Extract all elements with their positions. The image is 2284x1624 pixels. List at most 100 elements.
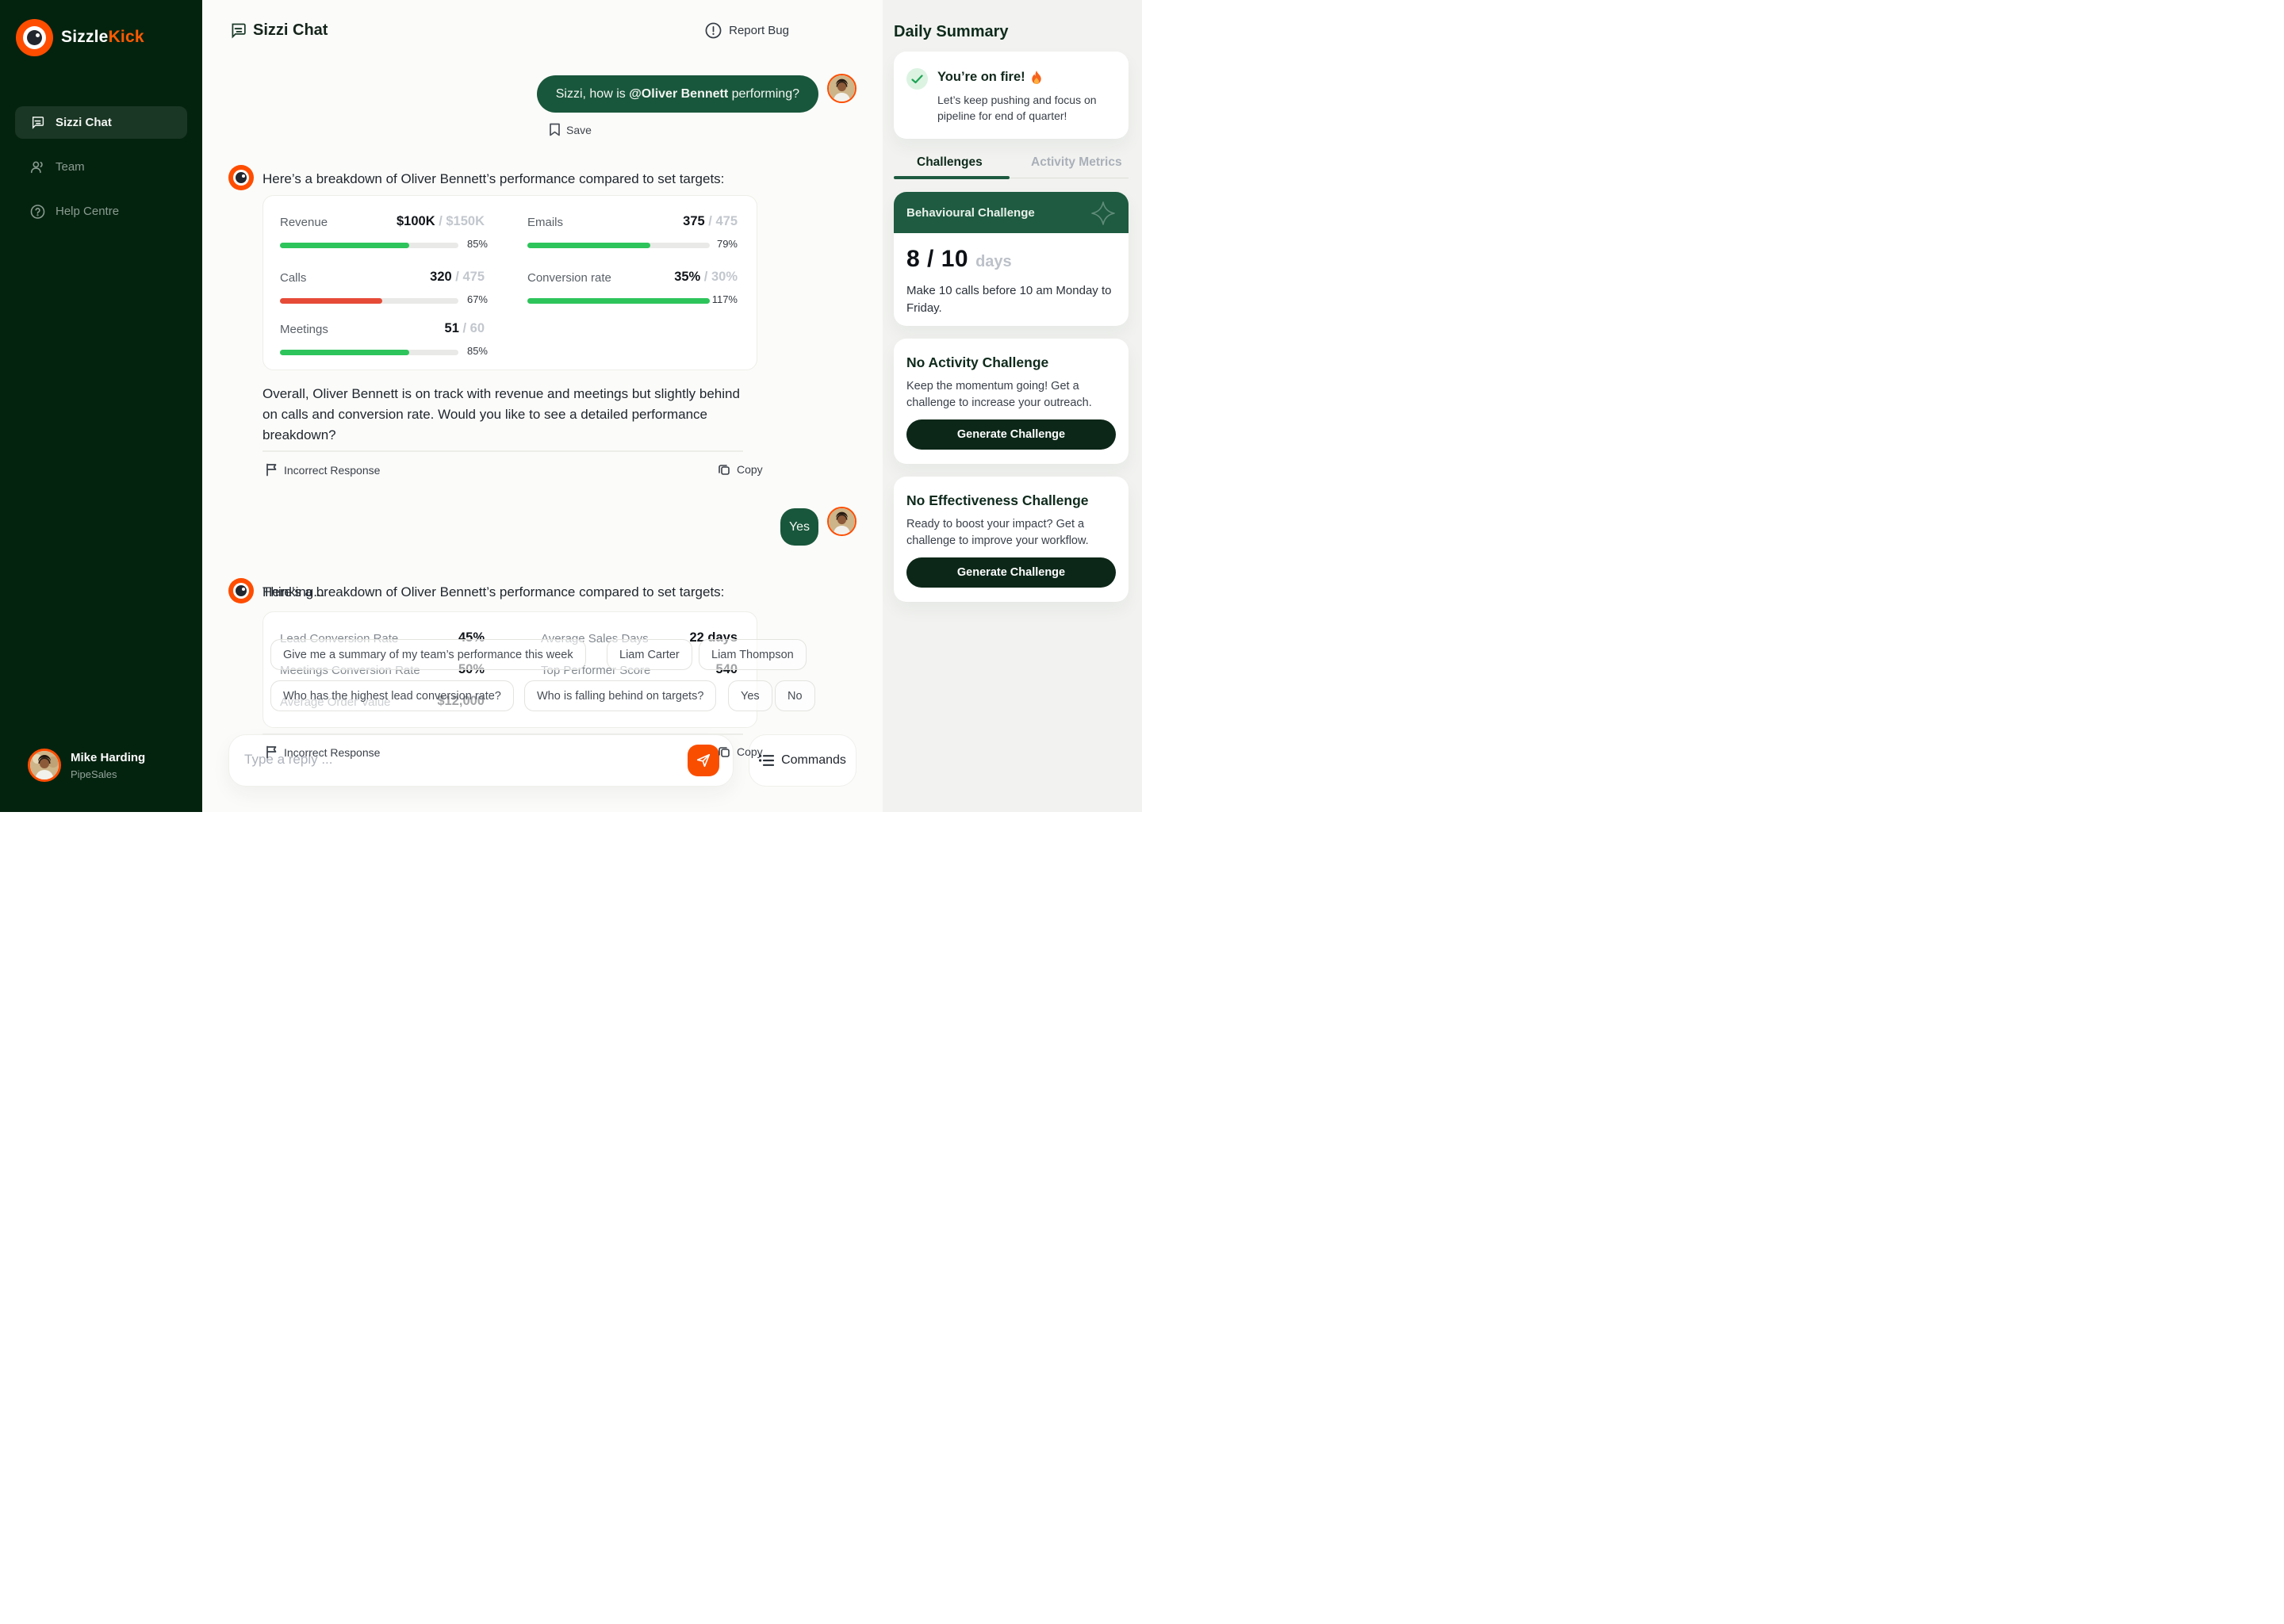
- save-label: Save: [566, 123, 592, 136]
- daily-summary-title: Daily Summary: [894, 23, 1009, 40]
- sidebar-user[interactable]: Mike Harding PipeSales: [28, 749, 145, 782]
- generate-challenge-button[interactable]: Generate Challenge: [906, 557, 1116, 588]
- help-icon: [30, 204, 45, 219]
- challenge-unit: days: [975, 253, 1012, 270]
- divider: [263, 733, 743, 735]
- progress-fill: [527, 298, 710, 304]
- suggestion-chip[interactable]: Give me a summary of my team’s performan…: [270, 639, 586, 670]
- suggestion-chip[interactable]: Liam Thompson: [699, 639, 807, 670]
- flag-icon: [266, 745, 277, 759]
- copy-icon: [719, 465, 730, 475]
- sidebar: SizzleKick Sizzi Chat Team Help Centre Mik…: [0, 0, 202, 812]
- fire-icon: [1031, 70, 1041, 84]
- sidebar-item-label: Team: [56, 160, 85, 174]
- send-button[interactable]: [688, 745, 719, 776]
- commands-label: Commands: [781, 753, 846, 767]
- challenge-description: Make 10 calls before 10 am Monday to Fri…: [906, 284, 1112, 315]
- sizzlekick-logo-icon: [16, 18, 53, 56]
- progress-fill: [280, 243, 409, 248]
- metric-label: Conversion rate: [527, 271, 611, 285]
- motivation-title: You’re on fire!: [937, 70, 1043, 85]
- brand-first: Sizzle: [61, 28, 109, 46]
- metric-value: 375 / 475: [683, 214, 738, 228]
- progress-track: [527, 243, 710, 248]
- tab-challenges[interactable]: Challenges: [917, 155, 983, 169]
- progress-fill: [280, 298, 382, 304]
- metric-label: Calls: [280, 271, 307, 285]
- metric-label: Revenue: [280, 216, 328, 229]
- no-activity-challenge-card: No Activity Challenge Keep the momentum …: [894, 339, 1129, 464]
- progress-fill: [527, 243, 650, 248]
- copy-button[interactable]: Copy: [718, 745, 763, 758]
- check-icon: [906, 68, 928, 90]
- tab-underline: [1010, 177, 1129, 178]
- metric-value: 320 / 475: [430, 270, 485, 284]
- behavioural-challenge-card: Behavioural Challenge 8 / 10 days Make 1…: [894, 192, 1129, 326]
- suggestion-chip[interactable]: No: [775, 680, 815, 711]
- report-bug-button[interactable]: Report Bug: [705, 22, 789, 39]
- copy-label: Copy: [737, 463, 763, 476]
- card-body: Keep the momentum going! Get a challenge…: [906, 380, 1092, 409]
- progress-track: [527, 298, 710, 304]
- card-body: Ready to boost your impact? Get a challe…: [906, 518, 1089, 547]
- send-icon: [696, 753, 711, 768]
- tab-activity-metrics[interactable]: Activity Metrics: [1031, 155, 1122, 169]
- chat-main: Sizzi Chat Report Bug Sizzi, how is @Oli…: [202, 0, 883, 812]
- user-avatar: [28, 749, 61, 782]
- bot-overlap-text: Thinking... Here’s a breakdown of Oliver…: [263, 582, 770, 602]
- challenge-progress: 8 / 10: [906, 246, 969, 272]
- msg-prefix: Sizzi, how is: [555, 86, 630, 101]
- suggestion-chip[interactable]: Yes: [728, 680, 772, 711]
- progress-fill: [280, 350, 409, 355]
- suggestion-chip[interactable]: Liam Carter: [607, 639, 692, 670]
- suggestion-chip[interactable]: Who is falling behind on targets?: [524, 680, 717, 711]
- avatar: [827, 507, 856, 536]
- save-button[interactable]: Save: [549, 123, 592, 136]
- metric-value: 35% / 30%: [674, 270, 738, 284]
- chat-bubble-icon: [229, 21, 247, 40]
- metric-label: Emails: [527, 216, 564, 229]
- commands-button[interactable]: Commands: [749, 734, 856, 787]
- bot-avatar-icon: [228, 165, 254, 190]
- user-message-yes: Yes: [780, 508, 818, 546]
- incorrect-response-button[interactable]: Incorrect Response: [266, 463, 380, 477]
- reply-input[interactable]: [228, 734, 734, 787]
- generate-challenge-button[interactable]: Generate Challenge: [906, 419, 1116, 450]
- brand-second: Kick: [108, 28, 144, 46]
- metric-percent: 85%: [466, 238, 488, 250]
- user-message: Sizzi, how is @Oliver Bennett performing…: [536, 75, 818, 113]
- incorrect-response-label: Incorrect Response: [284, 745, 381, 759]
- chat-bubble-icon: [30, 115, 45, 130]
- metric-percent: 79%: [716, 238, 738, 250]
- metric-label: Meetings: [280, 323, 328, 336]
- copy-icon: [719, 747, 730, 757]
- thinking-text: Thinking...: [263, 584, 325, 599]
- sidebar-item-team[interactable]: Team: [15, 151, 187, 183]
- metric-value: $100K / $150K: [396, 214, 485, 228]
- incorrect-response-button[interactable]: Incorrect Response: [266, 745, 380, 759]
- copy-label: Copy: [737, 745, 763, 758]
- sidebar-item-label: Help Centre: [56, 205, 120, 218]
- team-icon: [30, 159, 45, 174]
- active-tab-underline: [894, 176, 1010, 179]
- bookmark-icon: [550, 123, 560, 136]
- behavioural-challenge-label: Behavioural Challenge: [906, 205, 1035, 220]
- avatar: [827, 74, 856, 103]
- card-title: No Effectiveness Challenge: [906, 492, 1089, 508]
- user-photo: [30, 751, 59, 779]
- bot-intro-text: Here’s a breakdown of Oliver Bennett’s p…: [263, 171, 725, 186]
- progress-track: [280, 298, 458, 304]
- sidebar-item-label: Sizzi Chat: [56, 116, 112, 129]
- behavioural-challenge-header: Behavioural Challenge: [894, 192, 1129, 233]
- incorrect-response-label: Incorrect Response: [284, 463, 381, 477]
- sidebar-item-help-centre[interactable]: Help Centre: [15, 195, 187, 228]
- sidebar-item-sizzi-chat[interactable]: Sizzi Chat: [15, 106, 187, 139]
- report-bug-label: Report Bug: [729, 24, 789, 37]
- motivation-title-text: You’re on fire!: [937, 70, 1025, 84]
- reply-placeholder: Type a reply ...: [244, 752, 333, 767]
- suggestion-chip[interactable]: Who has the highest lead conversion rate…: [270, 680, 514, 711]
- brand: SizzleKick: [16, 18, 144, 56]
- metric-percent: 67%: [466, 293, 488, 305]
- flag-icon: [266, 463, 277, 477]
- copy-button[interactable]: Copy: [718, 463, 763, 476]
